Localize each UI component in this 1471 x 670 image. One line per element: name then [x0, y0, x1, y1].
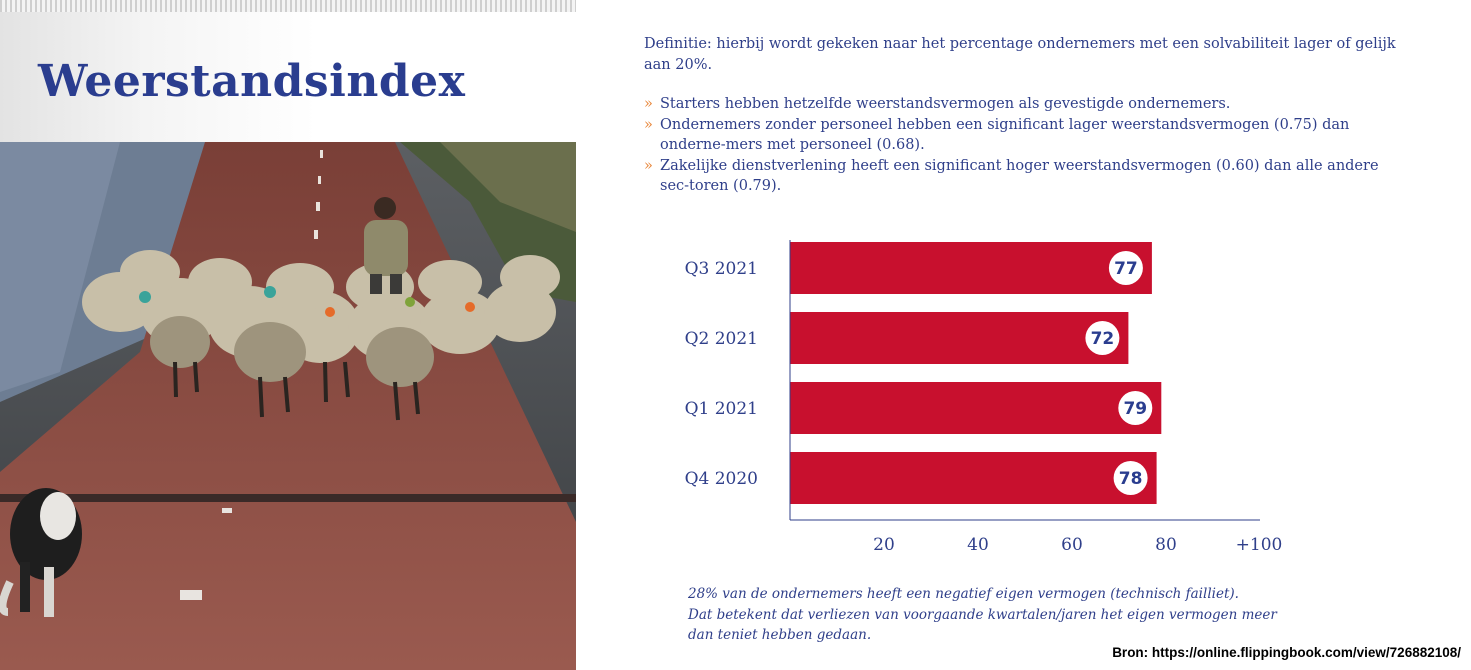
- title-band: Weerstandsindex: [0, 12, 576, 142]
- category-label: Q3 2021: [685, 259, 758, 279]
- x-tick-label: 40: [967, 535, 989, 555]
- bullet-item: » Starters hebben hetzelfde weerstandsve…: [644, 94, 1404, 115]
- category-label: Q4 2020: [685, 469, 758, 489]
- category-label: Q2 2021: [685, 329, 758, 349]
- left-panel: Weerstandsindex: [0, 0, 576, 670]
- bar-chart: Q3 2021 77 Q2 2021 72 Q1 2021 79 Q4 2020 78 20 40…: [685, 240, 1283, 555]
- definition-text: Definitie: hierbij wordt gekeken naar he…: [644, 36, 1396, 73]
- footnote-line: dan teniet hebben gedaan.: [688, 627, 872, 643]
- data-label: 78: [1119, 469, 1143, 489]
- x-tick-label: +100: [1236, 535, 1283, 555]
- right-panel: Definitie: hierbij wordt gekeken naar he…: [576, 0, 1471, 670]
- sheep-herd-photo: [0, 142, 576, 670]
- data-label: 77: [1114, 259, 1138, 279]
- bar-q1-2021: [790, 382, 1162, 434]
- data-label: 72: [1091, 329, 1115, 349]
- value-badge: [1118, 391, 1153, 425]
- category-label: Q1 2021: [685, 399, 758, 419]
- bullet-item: » Zakelijke dienstverlening heeft een si…: [644, 156, 1404, 197]
- bar-q3-2021: [790, 242, 1152, 294]
- value-badge: [1113, 461, 1148, 495]
- bar-q2-2021: [790, 312, 1129, 364]
- source-credit: Bron: https://online.flippingbook.com/vi…: [1112, 645, 1461, 660]
- bullet-item: » Ondernemers zonder personeel hebben ee…: [644, 115, 1404, 156]
- data-label: 79: [1123, 399, 1147, 419]
- footnote: 28% van de ondernemers heeft een negatie…: [688, 584, 1308, 646]
- value-badge: [1108, 251, 1143, 285]
- x-tick-label: 80: [1155, 535, 1177, 555]
- bullet-text: Zakelijke dienstverlening heeft een sign…: [660, 157, 1379, 195]
- decorative-top-strip: [0, 0, 576, 12]
- x-tick-label: 60: [1061, 535, 1083, 555]
- bullet-text: Ondernemers zonder personeel hebben een …: [660, 116, 1350, 154]
- bullet-text: Starters hebben hetzelfde weerstandsverm…: [660, 96, 1231, 112]
- page-title: Weerstandsindex: [38, 56, 466, 107]
- bullet-marker: »: [644, 116, 653, 133]
- bullet-list: » Starters hebben hetzelfde weerstandsve…: [644, 94, 1404, 197]
- bar-q4-2020: [790, 452, 1157, 504]
- footnote-line: 28% van de ondernemers heeft een negatie…: [688, 586, 1239, 602]
- footnote-line: Dat betekent dat verliezen van voorgaand…: [688, 606, 1277, 623]
- bullet-marker: »: [644, 157, 653, 174]
- x-tick-label: 20: [873, 535, 895, 555]
- bullet-marker: »: [644, 96, 653, 112]
- value-badge: [1085, 321, 1120, 355]
